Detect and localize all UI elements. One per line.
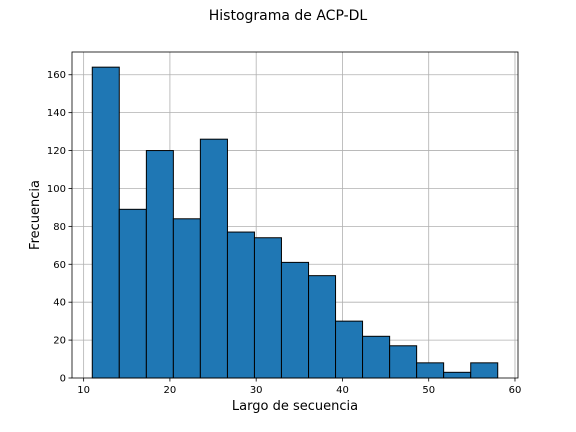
histogram-bar	[253, 237, 282, 379]
histogram-bar	[470, 362, 499, 379]
y-axis-ticks: 0 20 40 60 80 100 120 140 160	[47, 70, 72, 385]
x-axis-label: Largo de secuencia	[232, 399, 358, 414]
x-tick-label: 50	[422, 385, 435, 396]
x-tick-label: 30	[250, 385, 263, 396]
y-tick-label: 160	[47, 70, 66, 81]
histogram-bar	[91, 66, 120, 379]
y-tick-label: 20	[53, 336, 66, 347]
plot-frame	[71, 51, 519, 379]
histogram-bar	[335, 320, 364, 379]
histogram-bar	[118, 208, 147, 379]
histogram-bar	[226, 231, 255, 379]
histogram-bar	[172, 218, 201, 379]
y-tick-label: 40	[53, 298, 66, 309]
histogram-bar	[416, 362, 445, 379]
histogram-bar	[362, 335, 391, 379]
y-tick-label: 0	[60, 374, 66, 385]
y-tick-label: 60	[53, 260, 66, 271]
x-tick-label: 60	[509, 385, 522, 396]
histogram-bar	[145, 150, 174, 379]
y-tick-label: 140	[47, 108, 66, 119]
histogram-bar	[389, 345, 418, 379]
chart-title: Histograma de ACP-DL	[209, 8, 368, 24]
histogram-bar	[308, 275, 337, 379]
histogram-bar	[443, 371, 472, 379]
x-tick-label: 20	[164, 385, 177, 396]
y-tick-label: 100	[47, 184, 66, 195]
x-tick-label: 10	[77, 385, 90, 396]
histogram-bar	[280, 261, 310, 379]
y-axis-label: Frecuencia	[28, 180, 43, 250]
histogram-bar	[199, 138, 228, 379]
histogram-bars	[91, 66, 499, 379]
x-tick-label: 40	[336, 385, 349, 396]
y-tick-label: 80	[53, 222, 66, 233]
x-axis-ticks: 10 20 30 40 50 60	[77, 378, 521, 396]
y-tick-label: 120	[47, 146, 66, 157]
